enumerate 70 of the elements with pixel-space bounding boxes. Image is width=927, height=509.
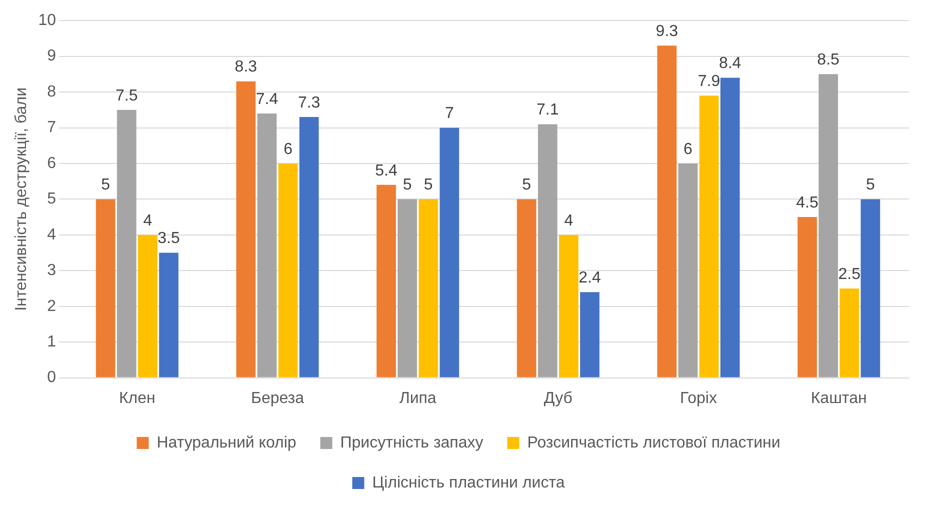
data-label: 4: [564, 212, 574, 230]
y-axis-title: Інтенсивність деструкції, бали: [13, 87, 30, 311]
bar: [798, 217, 817, 378]
data-label: 5: [424, 176, 433, 194]
y-tick-label: 10: [38, 12, 56, 30]
x-tick-label: Береза: [250, 390, 304, 407]
y-tick-label: 0: [47, 369, 56, 386]
x-tick-label: Липа: [399, 390, 436, 407]
data-label: 6: [284, 140, 293, 158]
data-label: 5.4: [375, 162, 398, 180]
x-tick-label: Горіх: [680, 390, 717, 407]
bar: [720, 78, 740, 378]
data-label: 8.5: [817, 52, 840, 69]
bar: [657, 46, 677, 378]
legend-label: Натуральний колір: [156, 434, 296, 452]
x-tick-label: Дуб: [544, 390, 572, 407]
legend-label: Розсипчастість листової пластини: [527, 434, 780, 452]
bar: [116, 110, 136, 378]
data-label: 5: [522, 176, 532, 194]
bar: [159, 252, 178, 378]
data-label: 7.5: [116, 87, 138, 104]
data-label: 7.3: [298, 94, 320, 112]
data-label: 7.1: [536, 102, 559, 119]
bar: [840, 288, 860, 378]
bar: [418, 199, 438, 378]
y-tick-label: 1: [47, 333, 56, 350]
bar: [559, 234, 578, 378]
bar: [257, 113, 277, 378]
data-label: 7: [444, 105, 454, 122]
bar: [236, 81, 256, 378]
y-tick-label: 5: [47, 190, 56, 208]
bar: [860, 199, 880, 378]
bar: [818, 74, 838, 378]
y-tick-label: 4: [47, 226, 56, 244]
data-label: 6: [684, 140, 693, 158]
bar: [516, 199, 536, 378]
bar: [398, 199, 417, 378]
data-label: 7.9: [698, 73, 720, 90]
data-label: 3.5: [158, 230, 180, 248]
x-tick-label: Клен: [118, 390, 156, 407]
legend-label: Присутність запаху: [340, 434, 484, 452]
data-label: 5: [402, 176, 412, 194]
bar: [538, 124, 558, 378]
y-tick-label: 7: [47, 119, 56, 136]
data-label: 5: [866, 176, 875, 194]
data-label: 2.4: [578, 269, 601, 286]
data-label: 4: [143, 212, 152, 230]
bar: [376, 184, 396, 378]
bar: [138, 234, 158, 378]
bar: [96, 199, 116, 378]
data-label: 4.5: [796, 194, 818, 212]
legend-label: Цілісність пластини листа: [372, 474, 565, 492]
y-tick-label: 2: [47, 298, 56, 315]
data-label: 8.3: [234, 58, 258, 76]
y-tick-label: 9: [47, 48, 56, 65]
x-tick-label: Каштан: [810, 390, 867, 407]
data-label: 5: [101, 176, 110, 194]
bar: [278, 163, 298, 378]
bar: [699, 96, 719, 378]
bar: [440, 128, 460, 378]
data-label: 9.3: [656, 23, 678, 40]
data-label: 8.4: [718, 55, 742, 72]
data-label: 7.4: [256, 90, 278, 108]
bar: [299, 117, 319, 378]
bar: [678, 163, 698, 378]
y-tick-label: 8: [47, 83, 56, 100]
data-label: 2.5: [838, 266, 861, 283]
y-tick-label: 6: [47, 154, 56, 172]
y-tick-label: 3: [47, 262, 56, 280]
bar: [580, 292, 600, 378]
